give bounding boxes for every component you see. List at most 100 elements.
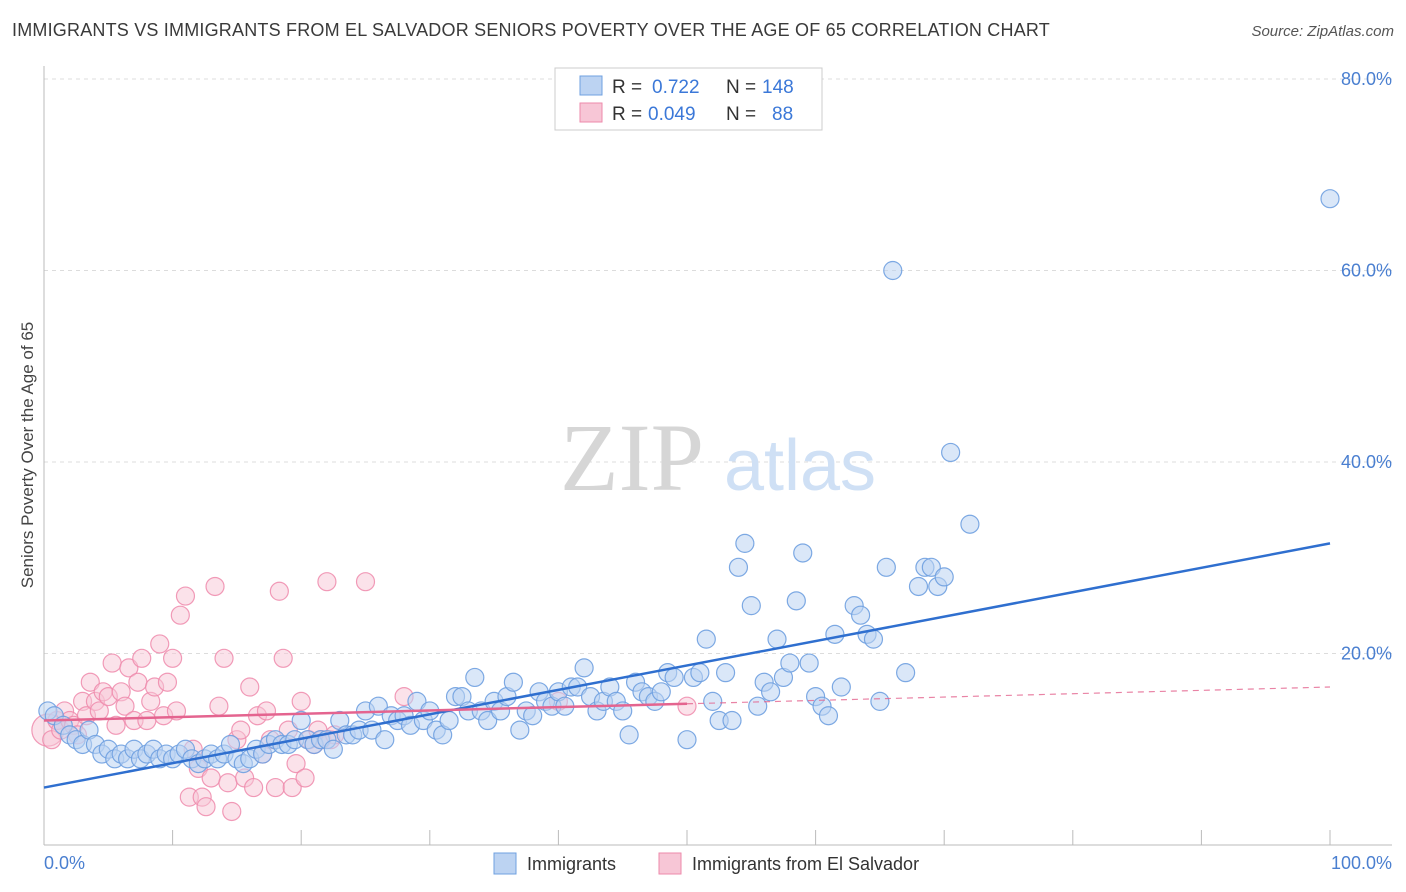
el-salvador-point (166, 701, 187, 721)
el-salvador-point (196, 797, 216, 817)
el-salvador-point (295, 768, 315, 788)
immigrants-point (818, 706, 839, 726)
watermark-atlas: atlas (724, 426, 876, 506)
legend-n-value-2: 88 (772, 104, 793, 125)
immigrants-point (934, 567, 954, 587)
immigrants-point (703, 691, 723, 711)
immigrants-point (677, 730, 697, 750)
immigrants-point (696, 629, 716, 649)
el-salvador-point (137, 710, 157, 731)
el-salvador-point (291, 691, 311, 711)
legend-n-label-1: N = (726, 77, 756, 98)
y-tick-label: 20.0% (1341, 644, 1392, 664)
immigrants-point (748, 696, 768, 716)
bottom-legend-label-el-salvador: Immigrants from El Salvador (692, 854, 919, 874)
el-salvador-point (256, 701, 277, 721)
immigrants-point (465, 667, 485, 688)
el-salvador-point (128, 672, 148, 692)
y-tick-label: 80.0% (1341, 69, 1392, 89)
immigrants-point (851, 605, 871, 625)
el-salvador-point (157, 672, 178, 692)
bottom-legend-swatch-el-salvador (658, 852, 682, 875)
legend-r-label-1: R = (612, 77, 642, 98)
immigrants-point (870, 691, 890, 711)
trend-lines (43, 542, 1331, 789)
el-salvador-point (150, 634, 170, 654)
immigrants-point (941, 442, 961, 463)
immigrants-point (523, 706, 543, 726)
legend-r-label-2: R = (612, 104, 642, 125)
watermark-zip: ZIP (560, 404, 704, 511)
immigrants-point (574, 658, 594, 678)
el-salvador-point (222, 801, 242, 822)
bottom-legend-label-immigrants: Immigrants (527, 854, 616, 874)
el-salvador-point (163, 648, 183, 668)
immigrants-point (741, 596, 761, 616)
grid-lines (44, 78, 1392, 654)
immigrants-point (876, 557, 896, 577)
el-salvador-point (677, 696, 697, 716)
el-salvador-point (209, 696, 229, 716)
legend-n-label-2: N = (726, 104, 756, 125)
bottom-legend: Immigrants Immigrants from El Salvador (493, 852, 919, 875)
immigrants-point (896, 663, 916, 683)
legend-swatch-immigrants (579, 75, 603, 96)
legend-r-value-1: 0.722 (652, 77, 700, 98)
immigrants-point (1320, 189, 1340, 209)
x-tick-label-max: 100.0% (1331, 853, 1392, 873)
immigrants-point (908, 576, 929, 597)
immigrants-point (728, 557, 749, 577)
el-salvador-trend-line-extension (686, 686, 1331, 705)
el-salvador-point (355, 572, 376, 592)
immigrants-trend-line (43, 542, 1331, 789)
el-salvador-point (175, 586, 196, 606)
el-salvador-point (80, 672, 100, 692)
el-salvador-point (132, 648, 152, 668)
series-immigrants-points (38, 189, 1340, 774)
el-salvador-point (106, 715, 126, 735)
immigrants-point (799, 653, 819, 673)
immigrants-point (323, 739, 343, 759)
x-tick-marks (172, 830, 1331, 845)
y-tick-labels: 20.0% 40.0% 60.0% 80.0% (1341, 69, 1392, 664)
immigrants-point (690, 663, 710, 683)
immigrants-point (780, 653, 800, 673)
legend-r-value-2: 0.049 (648, 104, 696, 125)
legend-n-value-1: 148 (762, 77, 794, 98)
el-salvador-point (119, 658, 139, 678)
immigrants-point (960, 514, 980, 534)
el-salvador-point (282, 777, 302, 798)
immigrants-point (735, 533, 755, 553)
el-salvador-point (240, 677, 260, 697)
el-salvador-point (218, 773, 238, 793)
el-salvador-point (205, 576, 225, 597)
el-salvador-trend-line (43, 702, 688, 722)
immigrants-point (793, 543, 813, 563)
immigrants-point (510, 720, 530, 740)
el-salvador-point (244, 777, 264, 798)
el-salvador-point (115, 696, 135, 716)
immigrants-point (883, 260, 903, 281)
y-axis-label: Seniors Poverty Over the Age of 65 (18, 322, 37, 588)
chart-title: IMMIGRANTS VS IMMIGRANTS FROM EL SALVADO… (12, 20, 1050, 40)
immigrants-point (439, 710, 459, 731)
legend-swatch-el-salvador (579, 102, 603, 123)
immigrants-point (664, 667, 684, 688)
immigrants-point (291, 710, 311, 731)
el-salvador-point (317, 572, 337, 592)
y-tick-label: 40.0% (1341, 452, 1392, 472)
legend-box: R = 0.722 N = 148 R = 0.049 N = 88 (554, 67, 823, 131)
immigrants-point (722, 710, 742, 731)
immigrants-point (863, 629, 884, 649)
el-salvador-point (273, 648, 293, 668)
el-salvador-point (269, 581, 289, 601)
immigrants-point (651, 682, 671, 702)
immigrants-point (715, 663, 736, 683)
el-salvador-point (170, 605, 190, 625)
y-tick-label: 60.0% (1341, 261, 1392, 281)
immigrants-point (619, 725, 639, 745)
immigrants-point (825, 624, 845, 644)
immigrants-point (478, 710, 498, 731)
el-salvador-point (265, 777, 286, 798)
